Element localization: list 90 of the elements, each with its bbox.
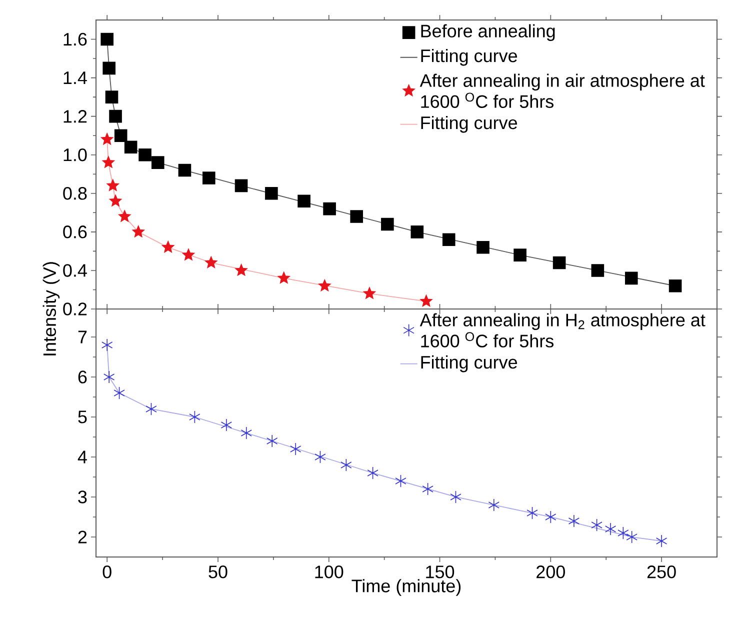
y-tick-label: 3	[78, 490, 87, 504]
point	[290, 442, 302, 456]
point	[323, 202, 336, 216]
point	[234, 179, 248, 192]
point	[568, 514, 580, 528]
point	[476, 240, 490, 254]
y-tick-label: 5	[78, 410, 87, 424]
point	[618, 526, 629, 540]
point	[220, 418, 232, 432]
point	[114, 386, 125, 400]
point	[604, 522, 616, 536]
x-axis-title: Time (minute)	[352, 579, 461, 596]
point	[235, 264, 248, 276]
point	[381, 218, 394, 231]
point	[106, 179, 119, 191]
x-tick-label: 100	[315, 566, 344, 578]
point	[591, 264, 604, 277]
point	[100, 133, 114, 145]
y-tick-label: 2	[78, 530, 87, 544]
point	[151, 156, 164, 169]
point	[138, 148, 152, 162]
point	[102, 62, 116, 75]
point	[552, 256, 566, 270]
point	[363, 287, 376, 299]
y-tick-label: 1.2	[64, 110, 87, 123]
point	[240, 426, 252, 440]
point	[420, 294, 432, 307]
legend-label: Before annealing	[421, 24, 555, 41]
point	[118, 210, 131, 222]
x-tick-label: 200	[536, 566, 565, 578]
point	[103, 370, 115, 384]
point	[591, 518, 602, 532]
point	[526, 506, 538, 520]
y-tick-label: 0.4	[63, 264, 87, 277]
point	[298, 194, 310, 208]
point	[350, 210, 363, 223]
point	[395, 474, 406, 488]
point	[189, 410, 200, 424]
point	[442, 233, 456, 246]
text: After annealing in H$_{2}$ atmosphere at 1600 $^{O}$C for 5hrs	[420, 313, 706, 348]
point	[367, 466, 378, 480]
point	[100, 32, 114, 46]
point	[624, 272, 638, 285]
point	[132, 226, 144, 238]
point	[656, 534, 668, 548]
y-tick-label: 0.8	[63, 187, 87, 200]
y-tick-label: 0.6	[63, 226, 87, 238]
x-tick-label: 150	[426, 566, 454, 578]
point	[545, 510, 556, 524]
point	[182, 248, 195, 260]
point	[178, 164, 192, 177]
y-tick-label: 1.4	[64, 72, 87, 84]
point	[340, 458, 352, 472]
point	[109, 110, 122, 123]
point	[514, 248, 526, 262]
y-tick-label: 4	[78, 450, 87, 464]
point	[488, 498, 500, 512]
y-tick-label: 1.0	[64, 148, 87, 162]
legend-label: Fitting curve	[421, 355, 518, 372]
point	[205, 256, 218, 268]
y-tick-label: 6	[78, 370, 87, 384]
y-tick-label: 7	[78, 330, 87, 344]
y-tick-label: 1.6	[64, 32, 87, 46]
point	[668, 279, 682, 292]
point	[146, 402, 157, 416]
point	[314, 450, 326, 464]
point	[105, 90, 118, 104]
legend-label: After annealing in air atmosphere at 1600 $^{O}$C for 5hrs	[420, 74, 705, 108]
point	[278, 272, 290, 284]
point	[102, 156, 115, 168]
point	[266, 434, 278, 448]
point	[626, 530, 638, 544]
point	[422, 482, 434, 496]
point	[410, 226, 424, 238]
point	[124, 140, 138, 154]
x-tick-label: 250	[647, 566, 676, 578]
y-tick-label: 0.2	[63, 302, 87, 316]
x-tick-label: 50	[208, 566, 228, 578]
point	[318, 279, 331, 292]
legend-label: Fitting curve	[421, 48, 518, 66]
x-tick-label: 0	[102, 566, 112, 578]
point	[450, 490, 462, 504]
point	[202, 172, 216, 184]
point	[109, 194, 122, 206]
point	[265, 186, 278, 200]
point	[114, 129, 128, 142]
point	[162, 240, 174, 253]
point	[101, 338, 113, 352]
legend-label: Fitting curve	[421, 116, 518, 133]
y-axis-title: Intensity (V)	[42, 262, 60, 356]
